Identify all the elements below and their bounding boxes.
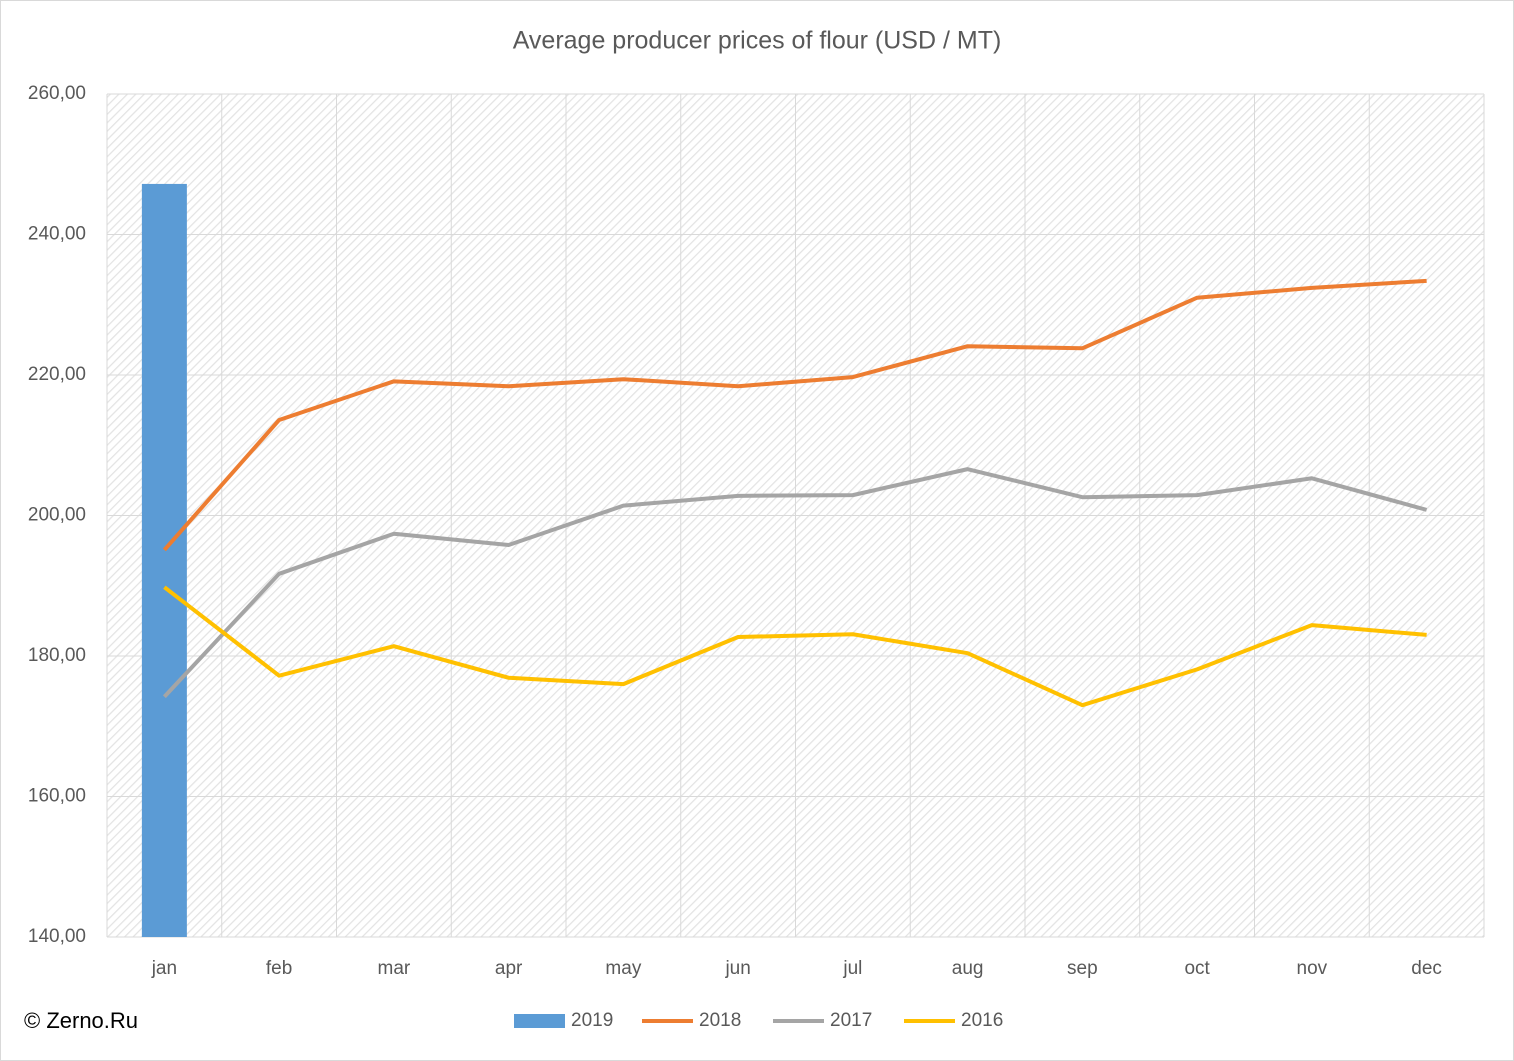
legend-label: 2018 xyxy=(699,1010,741,1031)
bar xyxy=(141,183,187,938)
x-tick-label: may xyxy=(605,958,641,979)
y-tick-label: 160,00 xyxy=(28,786,86,807)
x-tick-label: dec xyxy=(1411,958,1442,979)
legend-swatch xyxy=(514,1014,565,1028)
x-tick-label: jun xyxy=(724,958,750,979)
x-tick-label: nov xyxy=(1297,958,1328,979)
y-tick-label: 220,00 xyxy=(28,364,86,385)
chart-title: Average producer prices of flour (USD / … xyxy=(513,27,1002,55)
x-tick-label: apr xyxy=(495,958,523,979)
y-tick-label: 200,00 xyxy=(28,505,86,526)
y-tick-label: 240,00 xyxy=(28,224,86,245)
y-tick-label: 260,00 xyxy=(28,83,86,104)
x-tick-label: sep xyxy=(1067,958,1098,979)
line xyxy=(162,278,1427,552)
x-tick-label: mar xyxy=(378,958,411,979)
x-tick-label: oct xyxy=(1184,958,1210,979)
x-tick-label: feb xyxy=(266,958,292,979)
x-tick-label: jan xyxy=(151,958,177,979)
y-tick-label: 180,00 xyxy=(28,645,86,666)
line xyxy=(163,585,1427,708)
x-tick-label: jul xyxy=(842,958,862,979)
line xyxy=(162,467,1428,699)
legend-label: 2016 xyxy=(961,1010,1003,1031)
source: © Zerno.Ru xyxy=(24,1008,138,1033)
legend-label: 2017 xyxy=(830,1010,872,1031)
x-tick-label: aug xyxy=(952,958,984,979)
y-tick-label: 140,00 xyxy=(28,926,86,947)
legend-label: 2019 xyxy=(571,1010,613,1031)
